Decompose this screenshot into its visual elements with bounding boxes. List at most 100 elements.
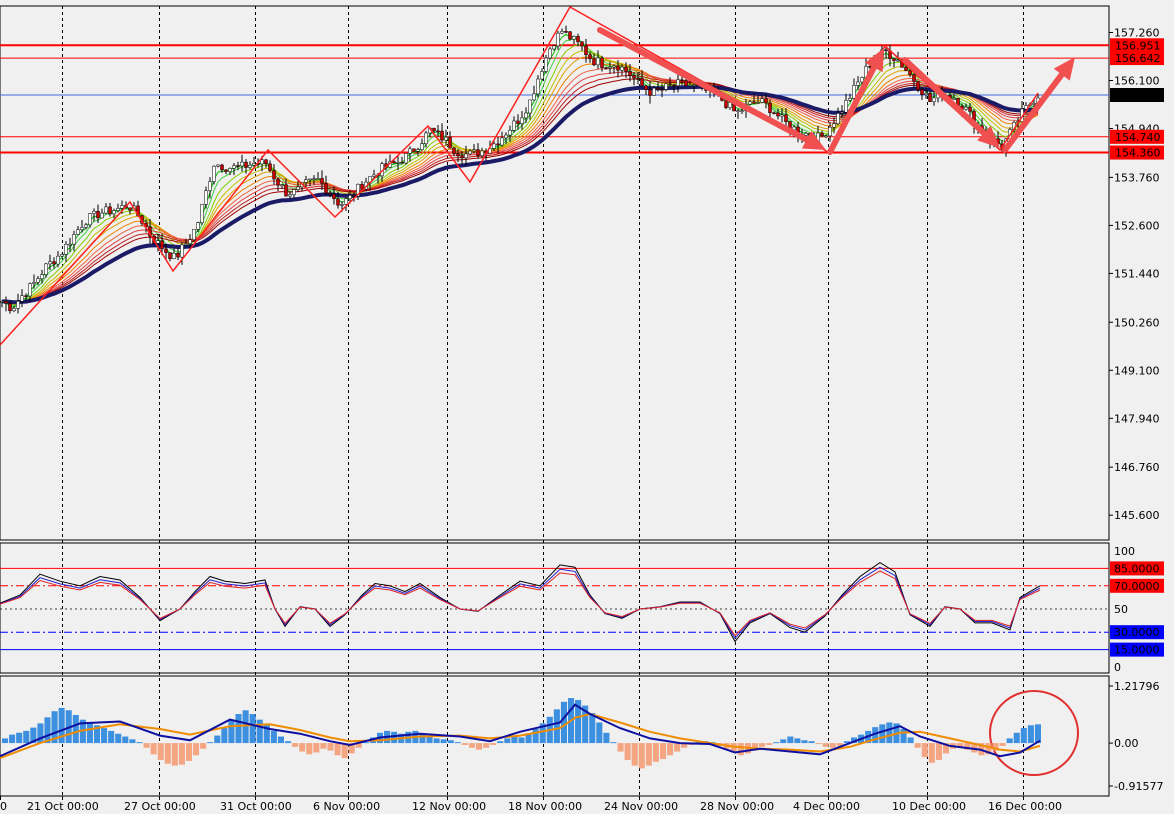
candle-body bbox=[188, 239, 192, 244]
macd-histogram-bar bbox=[539, 723, 546, 744]
macd-histogram-bar bbox=[921, 743, 928, 758]
macd-histogram-bar bbox=[2, 738, 9, 744]
macd-histogram-bar bbox=[525, 733, 532, 744]
trend-arrow-shaft-1 bbox=[827, 64, 877, 155]
candle-body bbox=[728, 102, 732, 108]
candle-body bbox=[520, 117, 524, 124]
trend-arrow-head-2 bbox=[977, 125, 1000, 148]
candle-body bbox=[176, 253, 180, 258]
macd-histogram-bar bbox=[695, 742, 702, 744]
macd-signal-line bbox=[0, 712, 1041, 760]
candle-body bbox=[88, 213, 92, 226]
macd-histogram-bar bbox=[313, 743, 320, 753]
macd-histogram-bar bbox=[476, 743, 483, 750]
candle-body bbox=[0, 301, 4, 303]
candle-body bbox=[168, 252, 172, 259]
candle-body bbox=[604, 67, 608, 69]
macd-histogram-bar bbox=[9, 734, 16, 744]
candle-body bbox=[200, 204, 204, 223]
candle-body bbox=[156, 240, 160, 244]
macd-histogram-bar bbox=[58, 707, 65, 744]
candle-body bbox=[220, 164, 224, 171]
macd-tick-label: -0.91577 bbox=[1114, 780, 1163, 793]
candle-body bbox=[764, 98, 768, 104]
stoch-level-box-3 bbox=[1110, 642, 1164, 657]
stoch-level-label-0: 85.0000 bbox=[1114, 562, 1160, 575]
candle-body bbox=[284, 184, 288, 197]
candle-body bbox=[724, 100, 728, 108]
candle-body bbox=[320, 178, 324, 184]
candle-body bbox=[108, 206, 112, 215]
price-tick-label: 150.260 bbox=[1114, 316, 1160, 329]
price-tick-label: 145.600 bbox=[1114, 509, 1160, 522]
macd-histogram-bar bbox=[178, 743, 185, 765]
ribbon-line-4 bbox=[1, 56, 1039, 305]
macd-tick-label: 1.21796 bbox=[1114, 680, 1160, 693]
candle-body bbox=[908, 70, 912, 75]
candle-body bbox=[372, 174, 376, 177]
macd-histogram-bar bbox=[872, 727, 879, 744]
macd-histogram-bar bbox=[348, 743, 355, 754]
candle-body bbox=[472, 149, 476, 152]
macd-histogram-bar bbox=[200, 743, 207, 749]
price-level-label-4: 154.360 bbox=[1115, 147, 1161, 160]
candle-body bbox=[492, 143, 496, 149]
candle-body bbox=[56, 255, 60, 265]
candle-body bbox=[304, 179, 308, 183]
macd-histogram-bar bbox=[185, 743, 193, 761]
macd-histogram-bar bbox=[136, 742, 143, 744]
candle-body bbox=[204, 190, 208, 205]
candle-body bbox=[588, 54, 592, 60]
candle-body bbox=[952, 97, 956, 100]
macd-histogram-bar bbox=[773, 742, 780, 744]
candle-body bbox=[840, 112, 844, 114]
macd-histogram-bar bbox=[16, 732, 23, 744]
candle-body bbox=[568, 31, 572, 40]
candle-body bbox=[404, 153, 408, 164]
candle-body bbox=[528, 99, 532, 114]
candle-body bbox=[564, 31, 568, 33]
candle-body bbox=[448, 136, 452, 149]
macd-histogram-bar bbox=[235, 714, 242, 744]
candle-body bbox=[692, 84, 696, 86]
macd-histogram-bar bbox=[263, 725, 270, 744]
time-tick-label: 12 Nov 00:00 bbox=[412, 800, 486, 813]
candle-body bbox=[584, 45, 588, 56]
candle-body bbox=[60, 254, 64, 257]
candle-body bbox=[436, 130, 440, 133]
candle-body bbox=[72, 234, 76, 245]
price-level-label-1: 156.642 bbox=[1115, 52, 1161, 65]
macd-histogram-bar bbox=[447, 740, 454, 744]
macd-histogram-bar bbox=[193, 743, 200, 756]
candle-body bbox=[440, 130, 444, 141]
candle-body bbox=[292, 189, 296, 195]
candle-body bbox=[288, 194, 292, 197]
macd-histogram-bar bbox=[532, 729, 539, 744]
candle-body bbox=[624, 66, 628, 72]
price-tick-label: 147.940 bbox=[1114, 412, 1160, 425]
slow-moving-average bbox=[1, 84, 1039, 305]
candle-body bbox=[596, 57, 600, 66]
macd-histogram-bar bbox=[327, 743, 334, 751]
macd-histogram-bar bbox=[299, 743, 306, 752]
candle-body bbox=[452, 147, 456, 154]
candle-body bbox=[232, 165, 236, 169]
macd-histogram-bar bbox=[886, 722, 893, 744]
macd-histogram-bar bbox=[143, 743, 150, 748]
candle-body bbox=[420, 143, 424, 150]
macd-histogram-bar bbox=[122, 736, 129, 744]
candle-body bbox=[392, 161, 396, 164]
time-axis: 0 21 Oct 00:00 27 Oct 00:00 31 Oct 00:00 6 N… bbox=[0, 796, 1062, 813]
candle-body bbox=[916, 81, 920, 90]
candle-body bbox=[412, 148, 416, 152]
candle-body bbox=[664, 83, 668, 90]
candle-body bbox=[460, 155, 464, 159]
macd-histogram-bar bbox=[596, 722, 603, 744]
macd-histogram-bar bbox=[879, 724, 886, 744]
macd-histogram-bar bbox=[270, 730, 277, 744]
candle-body bbox=[160, 240, 164, 250]
macd-histogram-bar bbox=[419, 733, 426, 744]
candle-body bbox=[612, 65, 616, 68]
price-tick-label: 146.760 bbox=[1114, 461, 1160, 474]
macd-histogram-bar bbox=[737, 743, 744, 756]
